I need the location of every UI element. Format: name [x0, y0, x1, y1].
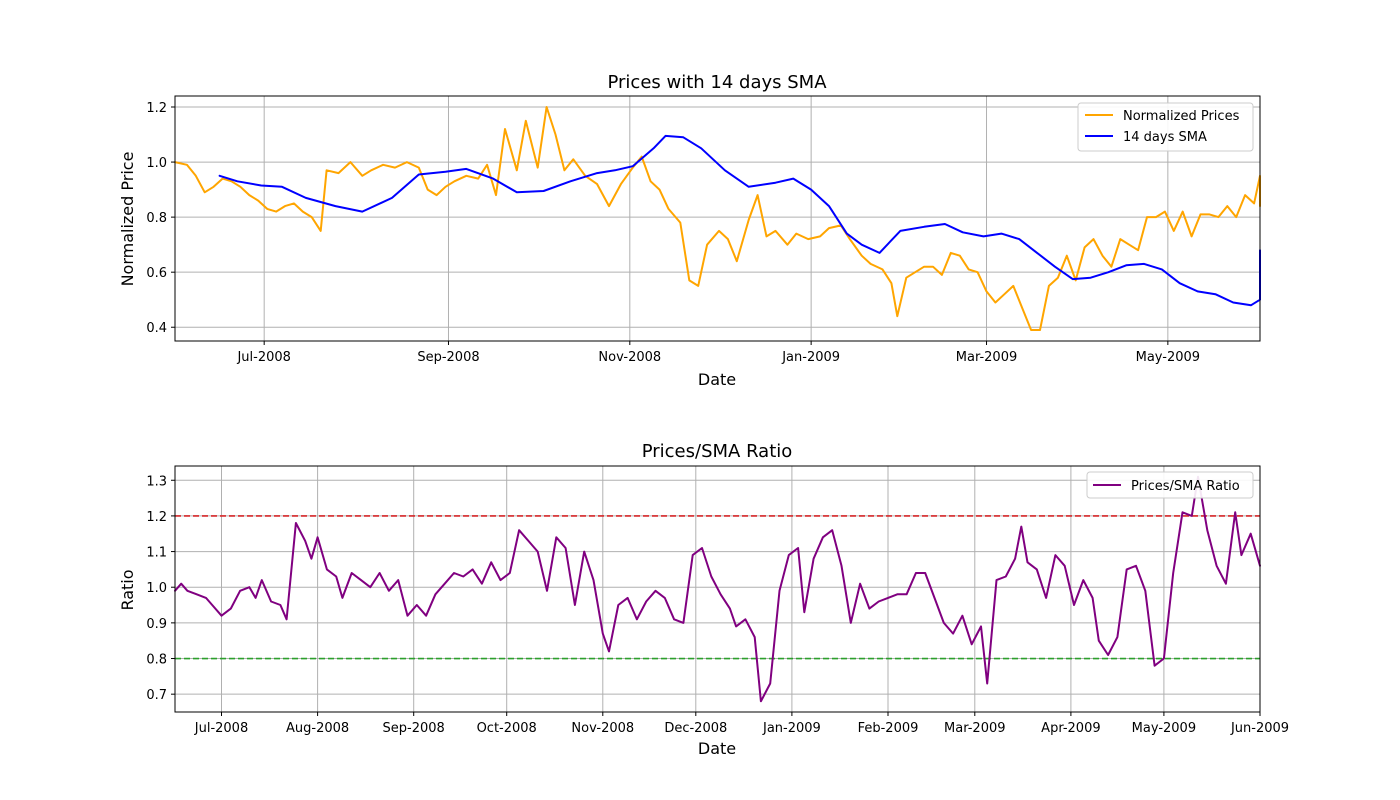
ratio-chart-legend: Prices/SMA Ratio	[1086, 471, 1254, 499]
ratio-chart-y-tick-label: 0.8	[146, 653, 167, 668]
price-chart-x-tick-label: Mar-2009	[956, 350, 1017, 365]
price-chart-legend-box	[1077, 102, 1254, 152]
ratio-chart-x-tick-label: May-2009	[1132, 721, 1196, 736]
legend-label-prices-sma-ratio: Prices/SMA Ratio	[1131, 479, 1240, 494]
ratio-chart-y-tick-label: 1.0	[146, 581, 167, 596]
ratio-chart-ticks: Jul-2008 Aug-2008 Sep-2008 Oct-2008 Nov-2008…	[146, 474, 1289, 736]
price-chart-x-tick-label: Nov-2008	[598, 350, 661, 365]
ratio-chart-x-tick-label: Aug-2008	[286, 721, 349, 736]
ratio-chart-x-tick-label: Oct-2008	[477, 721, 537, 736]
ratio-chart-x-tick-label: Jun-2009	[1230, 721, 1289, 736]
ratio-chart-title: Prices/SMA Ratio	[642, 441, 793, 462]
ratio-chart-plot-frame	[174, 465, 1261, 713]
ratio-chart-series	[174, 475, 1261, 703]
ratio-chart-series-line-0	[174, 475, 1261, 703]
price-chart-y-tick-label: 0.4	[146, 321, 167, 336]
ratio-chart-x-tick-label: Nov-2008	[571, 721, 634, 736]
ratio-chart-x-axis-label: Date	[698, 739, 736, 758]
price-chart-y-tick-label: 0.6	[146, 266, 167, 281]
price-chart-y-axis-label: Normalized Price	[118, 152, 137, 287]
ratio-chart-legend-box	[1086, 471, 1254, 499]
price-chart-title: Prices with 14 days SMA	[607, 72, 827, 93]
price-chart-x-axis-label: Date	[698, 370, 736, 389]
price-chart-x-tick-label: Sep-2008	[417, 350, 479, 365]
price-chart-series	[174, 106, 1261, 331]
ratio-chart-y-tick-label: 1.3	[146, 474, 167, 489]
ratio-chart-x-tick-label: Feb-2009	[858, 721, 919, 736]
price-chart-panel: Prices with 14 days SMA Jul-2008 Sep-2008…	[118, 72, 1261, 389]
price-chart-x-tick-label: Jan-2009	[781, 350, 840, 365]
ratio-chart-x-tick-label: Sep-2008	[383, 721, 445, 736]
ratio-chart-x-tick-label: Apr-2009	[1041, 721, 1100, 736]
price-chart-series-line-0	[174, 106, 1261, 331]
legend-label-normalized-prices: Normalized Prices	[1123, 109, 1240, 124]
legend-label-14-days-sma: 14 days SMA	[1123, 130, 1207, 145]
ratio-chart-y-tick-label: 1.1	[146, 546, 167, 561]
price-chart-legend: Normalized Prices 14 days SMA	[1077, 102, 1254, 152]
ratio-chart-x-tick-label: Mar-2009	[944, 721, 1005, 736]
price-chart-x-tick-label: Jul-2008	[236, 350, 290, 365]
ratio-chart-x-tick-label: Jul-2008	[194, 721, 248, 736]
price-chart-plot-frame	[174, 95, 1261, 342]
ratio-chart-x-tick-label: Jan-2009	[762, 721, 821, 736]
ratio-chart-x-tick-label: Dec-2008	[664, 721, 727, 736]
price-chart-x-tick-label: May-2009	[1136, 350, 1200, 365]
price-chart-y-tick-label: 0.8	[146, 211, 167, 226]
ratio-chart-panel: Prices/SMA Ratio Jul-2008 Aug-2008 Sep-200…	[118, 441, 1289, 758]
ratio-chart-y-tick-label: 0.7	[146, 688, 167, 703]
ratio-chart-threshold-lines	[175, 515, 1260, 660]
price-chart-y-tick-label: 1.2	[146, 101, 167, 116]
price-chart-series-line-1	[218, 134, 1261, 307]
ratio-chart-y-tick-label: 0.9	[146, 617, 167, 632]
ratio-chart-y-axis-label: Ratio	[118, 569, 137, 610]
price-chart-y-tick-label: 1.0	[146, 156, 167, 171]
ratio-chart-y-tick-label: 1.2	[146, 510, 167, 525]
price-chart-ticks: Jul-2008 Sep-2008 Nov-2008 Jan-2009 Mar-2009…	[146, 101, 1200, 365]
